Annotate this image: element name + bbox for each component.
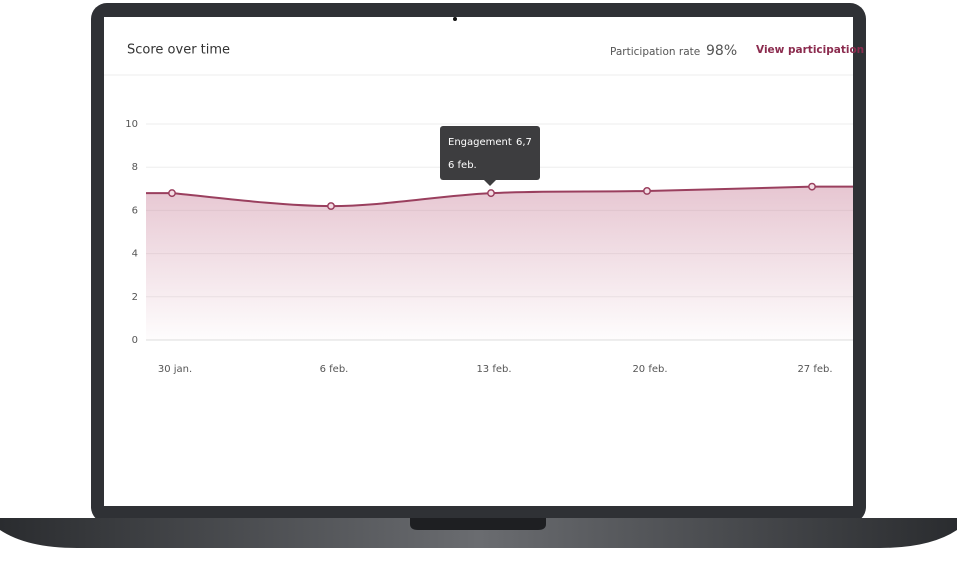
participation-label: Participation rate	[610, 46, 700, 58]
point	[327, 202, 335, 211]
tooltip-date: 6 feb.	[448, 160, 477, 171]
tooltip-box	[440, 126, 540, 180]
x-tick-label: 20 feb.	[632, 364, 667, 375]
point	[168, 189, 176, 198]
y-tick-label: 0	[132, 335, 138, 346]
point	[808, 182, 816, 191]
y-tick-label: 4	[132, 249, 138, 260]
participation-value: 98%	[706, 43, 737, 59]
y-tick-label: 6	[132, 205, 138, 216]
tooltip-series: Engagement	[448, 137, 512, 148]
chart-title: Score over time	[127, 43, 230, 58]
point	[643, 187, 651, 195]
y-tick-label: 8	[132, 162, 138, 173]
x-tick-label: 27 feb.	[797, 364, 832, 375]
notch	[410, 518, 546, 530]
laptop-base	[0, 518, 957, 548]
x-tick-label: 30 jan.	[158, 364, 192, 375]
y-tick-label: 2	[132, 292, 138, 303]
x-tick-label: 6 feb.	[320, 364, 349, 375]
point	[487, 189, 495, 198]
x-tick-label: 13 feb.	[476, 364, 511, 375]
tooltip: Engagement 6,7 6 feb.	[440, 126, 540, 186]
area	[146, 186, 853, 340]
view-participation-link[interactable]: View participation	[756, 44, 864, 56]
tooltip-value: 6,7	[516, 137, 532, 148]
y-tick-label: 10	[125, 119, 138, 130]
tooltip-arrow	[484, 180, 496, 186]
camera	[453, 17, 457, 21]
